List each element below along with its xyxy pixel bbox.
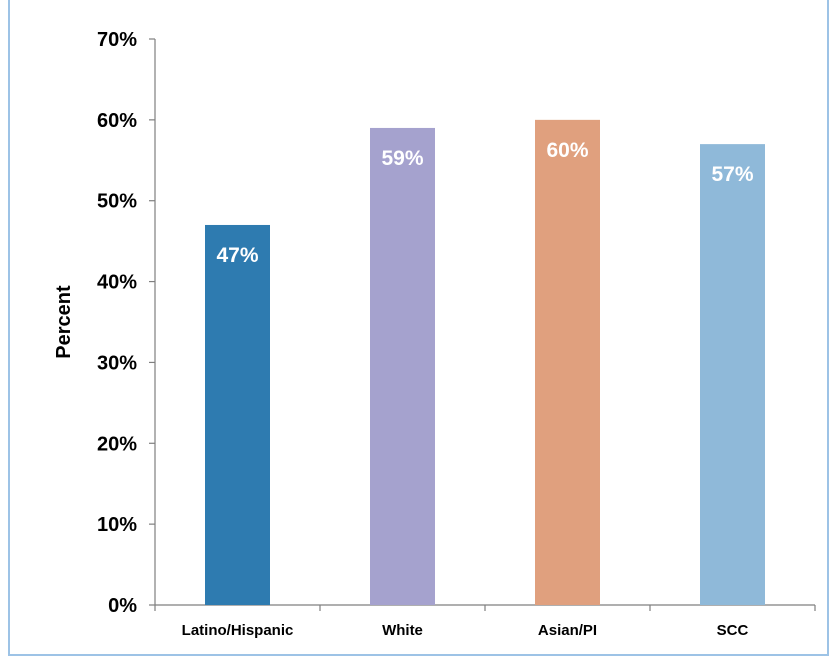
y-axis: 0% 10% 20% 30% 40% 50% 60% 70% [97, 29, 156, 617]
y-tick-label: 0% [108, 595, 137, 617]
bar [370, 127, 435, 605]
x-category-label: Latino/Hispanic [182, 622, 294, 639]
bar [700, 144, 765, 605]
x-category-label: Asian/PI [538, 622, 597, 639]
x-axis: Latino/Hispanic White Asian/PI SCC [154, 604, 816, 639]
bars [205, 119, 765, 605]
bar-value-label: 47% [216, 244, 258, 267]
bar [205, 224, 270, 605]
y-tick-label: 10% [97, 514, 137, 536]
bar-value-label: 60% [546, 139, 588, 162]
bar [535, 119, 600, 605]
y-tick-label: 50% [97, 191, 137, 213]
y-tick-label: 20% [97, 433, 137, 455]
bar-value-label: 59% [381, 147, 423, 170]
y-axis-title: Percent [53, 285, 75, 359]
y-tick-label: 70% [97, 29, 137, 51]
x-category-label: SCC [717, 622, 749, 639]
data-labels: 47% 59% 60% 57% [216, 139, 753, 267]
y-tick-label: 60% [97, 110, 137, 132]
y-tick-label: 30% [97, 352, 137, 374]
y-tick-label: 40% [97, 272, 137, 294]
x-category-label: White [382, 622, 423, 639]
bar-value-label: 57% [711, 163, 753, 186]
